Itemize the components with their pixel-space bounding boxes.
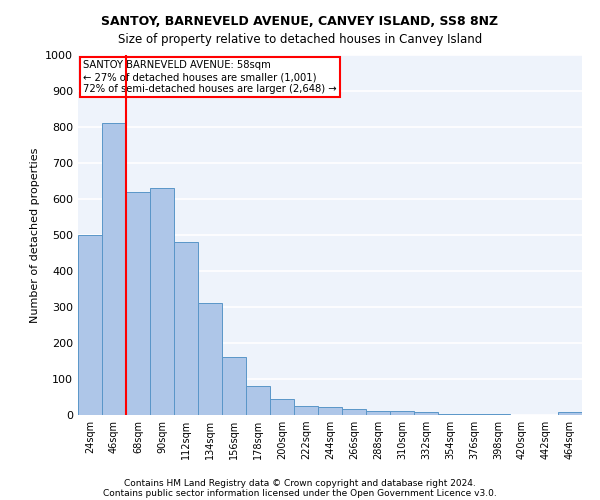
Bar bbox=[198, 304, 222, 415]
Bar bbox=[150, 188, 174, 415]
Bar bbox=[558, 412, 582, 415]
Text: SANTOY BARNEVELD AVENUE: 58sqm
← 27% of detached houses are smaller (1,001)
72% : SANTOY BARNEVELD AVENUE: 58sqm ← 27% of … bbox=[83, 60, 337, 94]
Bar bbox=[294, 406, 318, 415]
Bar bbox=[126, 192, 150, 415]
Text: Size of property relative to detached houses in Canvey Island: Size of property relative to detached ho… bbox=[118, 32, 482, 46]
Bar bbox=[270, 399, 294, 415]
Bar bbox=[366, 410, 390, 415]
Bar bbox=[222, 356, 246, 415]
Bar bbox=[462, 414, 486, 415]
Bar bbox=[390, 410, 414, 415]
Bar bbox=[486, 414, 510, 415]
Bar bbox=[102, 124, 126, 415]
Text: Contains HM Land Registry data © Crown copyright and database right 2024.: Contains HM Land Registry data © Crown c… bbox=[124, 478, 476, 488]
Text: Contains public sector information licensed under the Open Government Licence v3: Contains public sector information licen… bbox=[103, 488, 497, 498]
Bar bbox=[174, 242, 198, 415]
Y-axis label: Number of detached properties: Number of detached properties bbox=[29, 148, 40, 322]
Text: SANTOY, BARNEVELD AVENUE, CANVEY ISLAND, SS8 8NZ: SANTOY, BARNEVELD AVENUE, CANVEY ISLAND,… bbox=[101, 15, 499, 28]
Bar bbox=[414, 412, 438, 415]
Bar bbox=[246, 386, 270, 415]
Bar bbox=[342, 408, 366, 415]
Bar bbox=[438, 414, 462, 415]
Bar bbox=[318, 407, 342, 415]
Bar bbox=[78, 235, 102, 415]
